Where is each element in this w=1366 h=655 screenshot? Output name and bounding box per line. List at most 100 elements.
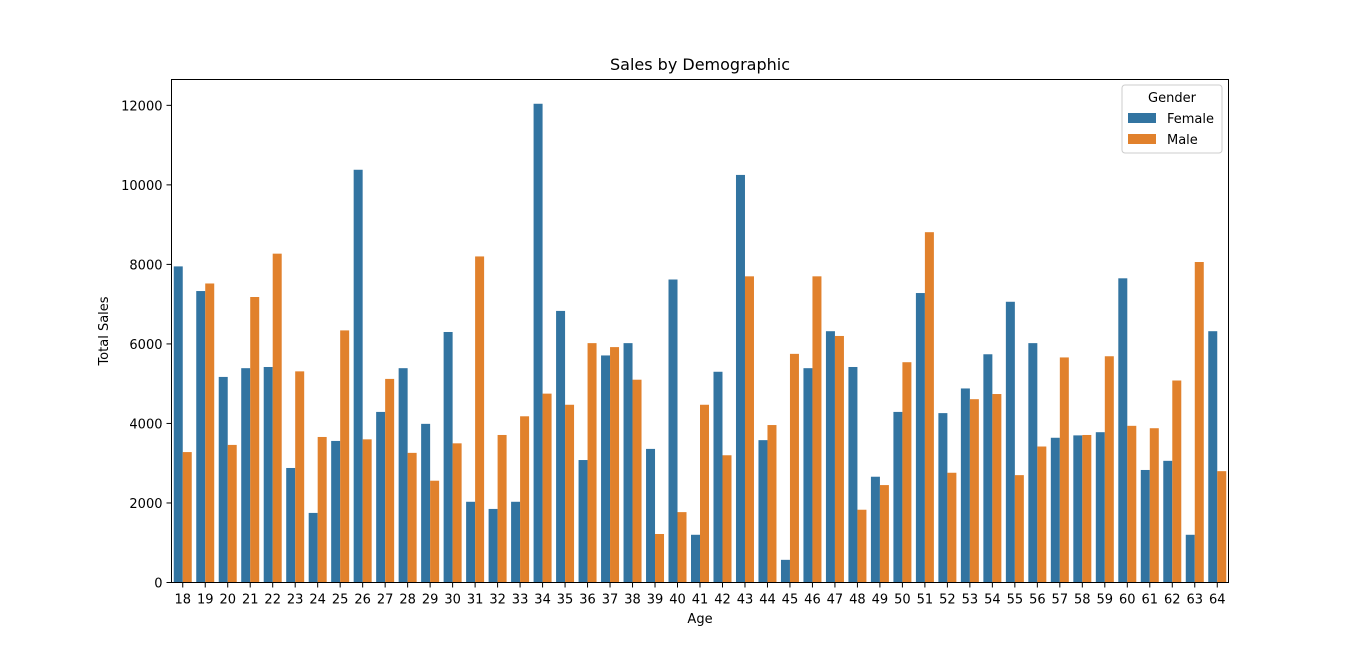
bar-male-27 (385, 378, 395, 583)
legend-label-female: Female (1167, 112, 1214, 127)
bar-female-25 (331, 440, 341, 583)
bar-female-51 (915, 293, 925, 583)
x-axis: 18 19 20 21 22 23 24 25 26 27 28 29 30 31 32 33 34 35 36 37… (174, 582, 1226, 608)
bar-male-34 (542, 393, 552, 583)
y-tick-label: 8000 (129, 258, 162, 273)
y-axis: 0 2000 4000 6000 8000 10000 12000 (121, 99, 172, 592)
y-tick-label: 10000 (121, 179, 162, 194)
bar-male-22 (272, 253, 282, 583)
bar-male-36 (587, 343, 597, 583)
bar-male-63 (1194, 262, 1204, 583)
bar-male-61 (1149, 428, 1159, 583)
bar-male-60 (1127, 425, 1137, 583)
x-tick-label: 52 (939, 593, 956, 608)
x-tick-label: 29 (422, 593, 439, 608)
x-tick-label: 23 (287, 593, 304, 608)
x-tick-label: 22 (264, 593, 281, 608)
bar-male-23 (295, 371, 305, 583)
bar-female-44 (758, 440, 768, 583)
bar-female-27 (376, 411, 386, 583)
bar-male-18 (182, 452, 192, 583)
x-tick-label: 19 (197, 593, 214, 608)
bar-male-38 (632, 379, 642, 583)
bar-female-58 (1073, 435, 1083, 583)
bar-male-55 (1014, 475, 1024, 583)
x-tick-label: 55 (1007, 593, 1024, 608)
bar-female-36 (578, 460, 588, 583)
bar-female-21 (241, 368, 251, 583)
x-tick-label: 54 (984, 593, 1001, 608)
x-tick-label: 36 (579, 593, 596, 608)
bar-female-19 (196, 291, 206, 583)
bar-female-43 (735, 174, 745, 583)
x-tick-label: 59 (1097, 593, 1114, 608)
x-tick-label: 61 (1142, 593, 1159, 608)
x-tick-label: 31 (467, 593, 484, 608)
bar-male-51 (924, 232, 934, 583)
bar-male-33 (520, 416, 530, 583)
bar-male-39 (655, 533, 665, 583)
bar-female-52 (938, 413, 948, 583)
bar-female-40 (668, 279, 678, 583)
y-tick-label: 2000 (129, 497, 162, 512)
bar-male-30 (452, 443, 462, 583)
bar-female-28 (398, 368, 408, 583)
y-tick-label: 4000 (129, 417, 162, 432)
bar-female-47 (825, 331, 835, 583)
bar-female-48 (848, 366, 858, 583)
x-tick-label: 49 (872, 593, 889, 608)
bar-female-38 (623, 343, 633, 583)
y-tick-label: 6000 (129, 338, 162, 353)
x-tick-label: 34 (534, 593, 551, 608)
bar-male-45 (789, 353, 799, 583)
x-tick-label: 60 (1119, 593, 1136, 608)
bar-male-53 (969, 399, 979, 583)
bar-female-42 (713, 371, 723, 583)
bar-male-25 (340, 330, 350, 583)
x-tick-label: 40 (669, 593, 686, 608)
bar-male-62 (1172, 380, 1182, 583)
bar-female-41 (691, 534, 700, 583)
x-tick-label: 48 (849, 593, 866, 608)
x-tick-label: 26 (354, 593, 371, 608)
bar-female-56 (1028, 343, 1038, 583)
x-tick-label: 30 (444, 593, 461, 608)
bar-female-59 (1095, 432, 1105, 583)
bar-female-57 (1050, 437, 1060, 583)
x-tick-label: 37 (602, 593, 619, 608)
x-tick-label: 47 (827, 593, 844, 608)
x-tick-label: 56 (1029, 593, 1046, 608)
bar-male-64 (1217, 471, 1227, 583)
bar-male-46 (812, 276, 822, 583)
bar-female-46 (803, 368, 813, 583)
x-tick-label: 28 (399, 593, 416, 608)
bar-male-59 (1104, 356, 1114, 583)
bar-female-63 (1185, 534, 1195, 583)
x-tick-label: 18 (174, 593, 191, 608)
bar-male-47 (834, 335, 844, 583)
x-axis-label: Age (687, 612, 712, 627)
bar-female-26 (353, 169, 363, 583)
bar-male-49 (879, 485, 889, 583)
x-tick-label: 38 (624, 593, 641, 608)
y-tick-label: 0 (154, 577, 162, 592)
bar-female-23 (286, 467, 296, 583)
x-tick-label: 50 (894, 593, 911, 608)
legend-swatch-female (1128, 113, 1156, 123)
bar-female-50 (893, 411, 903, 583)
bar-female-54 (983, 354, 993, 583)
x-tick-label: 21 (242, 593, 259, 608)
x-tick-label: 58 (1074, 593, 1091, 608)
bar-female-30 (443, 331, 453, 583)
bar-female-55 (1005, 301, 1015, 583)
x-tick-label: 32 (489, 593, 506, 608)
x-tick-label: 27 (377, 593, 394, 608)
bar-male-42 (722, 455, 732, 583)
x-tick-label: 39 (647, 593, 664, 608)
y-axis-label: Total Sales (97, 296, 112, 366)
bar-male-26 (362, 439, 372, 583)
x-tick-label: 20 (219, 593, 236, 608)
x-tick-label: 24 (309, 593, 326, 608)
bar-male-35 (565, 404, 575, 583)
bar-male-32 (497, 434, 507, 583)
